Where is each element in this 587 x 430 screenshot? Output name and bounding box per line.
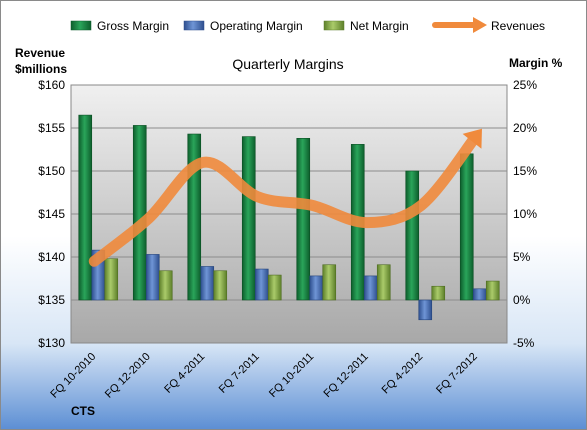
bar-operating-margin: [145, 254, 160, 301]
bar-net-margin: [322, 264, 337, 301]
legend-item-operating-margin: Operating Margin: [183, 19, 303, 33]
right-tick-label: 20%: [513, 121, 537, 135]
right-tick-label: 15%: [513, 164, 537, 178]
left-axis-ticks: $130 $135 $140 $145 $150 $155 $160: [38, 78, 65, 350]
legend-label-operating-margin: Operating Margin: [210, 19, 303, 33]
bar-gross-margin: [78, 114, 93, 301]
legend-label-net-margin: Net Margin: [350, 19, 409, 33]
revenue-line: [88, 128, 482, 267]
legend-label-gross-margin: Gross Margin: [97, 19, 169, 33]
revenue-arrowhead: [462, 128, 482, 149]
left-tick-label: $150: [38, 164, 65, 178]
category-label: FQ 12-2011: [321, 351, 370, 400]
left-axis-label-line2: $millions: [15, 62, 67, 76]
category-label: FQ 10-2011: [267, 351, 316, 400]
bar-net-margin: [431, 285, 446, 301]
bar-gross-margin: [241, 136, 256, 301]
right-tick-label: 5%: [513, 250, 531, 264]
bar-operating-margin: [363, 275, 378, 301]
category-label: FQ 10-2010: [48, 351, 98, 401]
legend-item-revenues: Revenues: [432, 17, 545, 33]
left-tick-label: $130: [38, 336, 65, 350]
bar-net-margin: [158, 270, 173, 301]
right-tick-label: 25%: [513, 78, 537, 92]
category-label: FQ 7-2012: [434, 351, 480, 397]
company-label: CTS: [71, 404, 95, 418]
right-axis-ticks: -5% 0% 5% 10% 15% 20% 25%: [513, 78, 537, 350]
right-axis-label: Margin %: [509, 56, 563, 70]
right-tick-label: -5%: [513, 336, 535, 350]
category-label: FQ 12-2010: [103, 351, 153, 401]
bar-operating-margin: [254, 268, 269, 301]
bar-operating-margin: [309, 275, 324, 301]
bar-gross-margin: [405, 170, 420, 301]
legend-arrowhead-revenues: [473, 17, 487, 33]
bar-operating-margin: [418, 299, 433, 321]
right-tick-label: 10%: [513, 207, 537, 221]
category-label: FQ 4-2011: [162, 351, 207, 396]
category-label: FQ 4-2012: [380, 351, 426, 397]
legend-swatch-gross-margin: [70, 20, 92, 31]
bar-gross-margin: [132, 125, 147, 301]
left-axis-label-line1: Revenue: [15, 46, 65, 60]
category-labels: FQ 10-2010 FQ 12-2010 FQ 4-2011 FQ 7-2011 FQ…: [48, 351, 479, 401]
bar-net-margin: [376, 264, 391, 301]
bar-net-margin: [267, 274, 282, 301]
left-tick-label: $140: [38, 250, 65, 264]
right-tick-label: 0%: [513, 293, 531, 307]
legend-item-net-margin: Net Margin: [323, 19, 409, 33]
legend-swatch-operating-margin: [183, 20, 205, 31]
bar-gross-margin: [296, 138, 311, 301]
legend: Gross Margin Operating Margin Net Margin…: [70, 17, 545, 33]
bar-gross-margin: [459, 153, 474, 301]
left-tick-label: $155: [38, 121, 65, 135]
chart-title: Quarterly Margins: [232, 56, 343, 72]
legend-swatch-net-margin: [323, 20, 345, 31]
left-tick-label: $145: [38, 207, 65, 221]
bar-net-margin: [104, 258, 119, 301]
left-tick-label: $160: [38, 78, 65, 92]
left-tick-label: $135: [38, 293, 65, 307]
legend-label-revenues: Revenues: [491, 19, 545, 33]
category-label: FQ 7-2011: [217, 351, 262, 396]
bar-net-margin: [485, 280, 500, 301]
revenue-line-path: [88, 131, 482, 267]
bar-operating-margin: [472, 288, 487, 301]
bar-net-margin: [213, 270, 228, 301]
bar-operating-margin: [200, 266, 215, 301]
legend-item-gross-margin: Gross Margin: [70, 19, 169, 33]
